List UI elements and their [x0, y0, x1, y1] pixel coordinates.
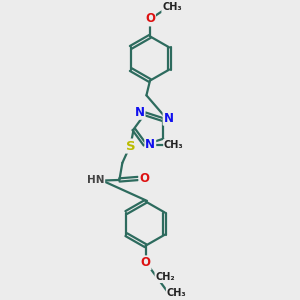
- Text: N: N: [164, 112, 174, 125]
- Text: CH₂: CH₂: [155, 272, 175, 282]
- Text: O: O: [145, 13, 155, 26]
- Text: N: N: [135, 106, 145, 119]
- Text: N: N: [145, 138, 155, 151]
- Text: CH₃: CH₃: [164, 140, 184, 150]
- Text: CH₃: CH₃: [167, 288, 186, 298]
- Text: O: O: [140, 172, 149, 185]
- Text: O: O: [140, 256, 151, 269]
- Text: S: S: [126, 140, 136, 153]
- Text: CH₃: CH₃: [162, 2, 182, 13]
- Text: HN: HN: [87, 175, 104, 185]
